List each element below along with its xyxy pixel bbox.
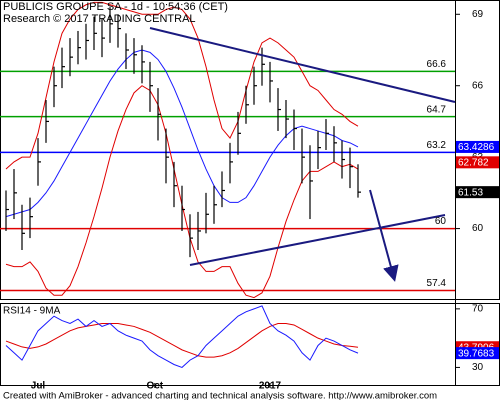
last-value-box (456, 186, 499, 199)
price-panel (0, 0, 500, 300)
level-label: 57.4 (427, 278, 447, 289)
y-tick-label: 30 (472, 362, 484, 373)
series-line (5, 305, 359, 369)
level-label: 60 (435, 216, 447, 227)
x-tick-label: Jul (31, 381, 46, 392)
y-tick-label: 70 (472, 303, 484, 314)
rsi-title: RSI14 - 9MA (3, 306, 61, 317)
x-tick-label: 2017 (259, 381, 282, 392)
series-line (5, 323, 359, 358)
level-label: 66.6 (427, 59, 447, 70)
last-value-box (456, 156, 499, 169)
last-value-label: 62.782 (458, 157, 489, 168)
y-tick-label: 66 (472, 80, 484, 91)
last-value-box (456, 347, 499, 360)
last-value-label: 63.4286 (458, 142, 495, 153)
y-tick-label: 69 (472, 9, 484, 20)
chart-subtitle: Research © 2017 TRADING CENTRAL (3, 13, 196, 25)
x-tick-label: Oct (146, 381, 163, 392)
y-tick-label: 60 (472, 223, 484, 234)
series-line (5, 49, 359, 218)
last-value-label: 61.53 (458, 187, 483, 198)
footer: Created with AmiBroker - advanced charti… (3, 391, 437, 400)
trendlines (149, 27, 456, 282)
last-value-box (456, 140, 499, 153)
level-label: 63.2 (427, 140, 447, 151)
rsi-panel (0, 303, 500, 386)
series-line (5, 1, 359, 170)
last-value-label: 39.7683 (458, 348, 495, 359)
level-label: 64.7 (427, 104, 447, 115)
chart-title: PUBLICIS GROUPE SA - 1d - 10:54:36 (CET) (3, 1, 228, 13)
